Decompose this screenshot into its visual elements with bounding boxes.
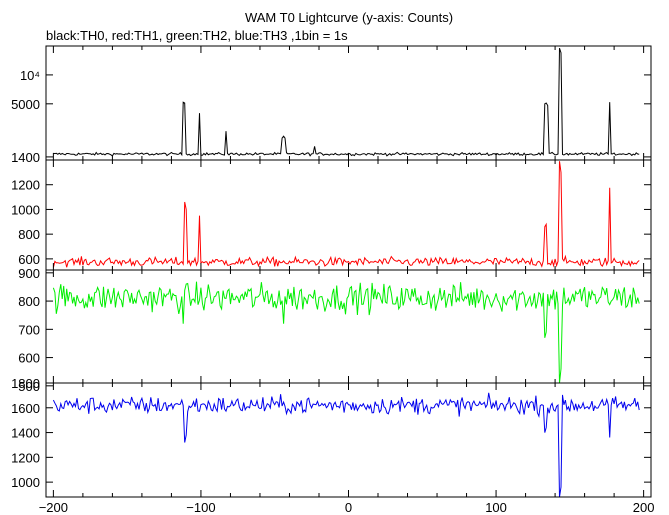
y-tick-label: 10⁴ xyxy=(20,68,40,83)
series-line-th2 xyxy=(52,281,640,383)
y-tick-label: 1400 xyxy=(11,426,40,441)
panel-frame-th0 xyxy=(45,45,652,161)
y-tick-label: 1200 xyxy=(11,178,40,193)
y-tick-label: 5000 xyxy=(11,97,40,112)
y-tick-label: 1000 xyxy=(11,475,40,490)
chart-subtitle: black:TH0, red:TH1, green:TH2, blue:TH3 … xyxy=(46,28,348,43)
y-tick-label: 500 xyxy=(18,379,40,394)
y-tick-label: 900 xyxy=(18,266,40,281)
y-tick-label: 800 xyxy=(18,294,40,309)
y-tick-label: 1200 xyxy=(11,450,40,465)
y-tick-label: 800 xyxy=(18,227,40,242)
y-tick-label: 600 xyxy=(18,252,40,267)
y-tick-label: 1800 xyxy=(11,376,40,391)
y-tick-label: 700 xyxy=(18,322,40,337)
x-tick-label: −100 xyxy=(186,500,215,515)
x-tick-label: 100 xyxy=(485,500,507,515)
plot-area: 1400500010⁴60080010001200500600700800900… xyxy=(11,45,655,515)
panel-frame-th2 xyxy=(45,269,652,384)
series-line-th3 xyxy=(52,392,640,497)
panel-frame-th3 xyxy=(45,382,652,498)
x-tick-label: 0 xyxy=(345,500,352,515)
panel-frame-th1 xyxy=(45,159,652,271)
series-line-th1 xyxy=(52,161,640,268)
y-tick-label: 1400 xyxy=(11,150,40,165)
chart-title: WAM T0 Lightcurve (y-axis: Counts) xyxy=(245,10,453,25)
series-line-th0 xyxy=(53,47,640,157)
x-tick-label: 200 xyxy=(633,500,655,515)
y-tick-label: 1600 xyxy=(11,401,40,416)
y-tick-label: 600 xyxy=(18,351,40,366)
y-tick-label: 1000 xyxy=(11,202,40,217)
x-tick-label: −200 xyxy=(39,500,68,515)
